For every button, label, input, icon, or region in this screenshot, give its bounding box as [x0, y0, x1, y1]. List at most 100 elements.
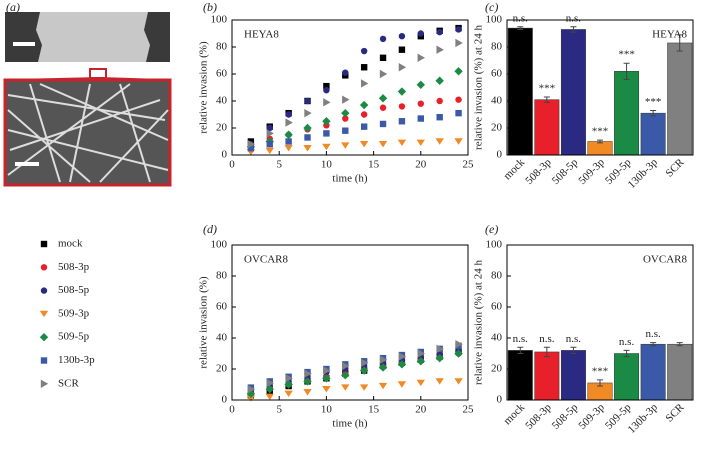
data-point — [285, 111, 292, 118]
data-point — [455, 109, 462, 117]
data-point — [417, 115, 424, 122]
significance-label: n.s. — [566, 333, 582, 345]
data-point — [322, 117, 331, 126]
data-point — [379, 54, 387, 61]
data-point — [303, 145, 312, 152]
data-point — [247, 145, 255, 152]
error-bar — [597, 379, 603, 387]
legend-label: 509-3p — [58, 307, 90, 319]
data-point — [398, 46, 406, 53]
error-bar — [676, 34, 683, 52]
data-point — [397, 87, 407, 96]
x-axis-label: time (h) — [332, 173, 367, 185]
y-tick-label: 80 — [491, 270, 503, 282]
x-tick-label: 15 — [368, 159, 380, 171]
panel-label: (b) — [203, 0, 217, 14]
x-tick-label: 130b-3p — [626, 156, 661, 191]
error-bar — [517, 346, 524, 354]
data-point — [342, 127, 349, 134]
error-bar — [623, 62, 630, 80]
data-point — [416, 357, 425, 366]
data-point — [285, 138, 292, 145]
bar — [560, 350, 586, 401]
data-point — [266, 124, 273, 132]
data-point — [398, 103, 406, 110]
significance-label: n.s. — [619, 336, 635, 348]
y-tick-label: 60 — [491, 68, 503, 80]
error-bar — [623, 349, 630, 358]
error-bar — [543, 346, 550, 358]
data-point — [285, 118, 293, 127]
bar — [507, 27, 533, 156]
data-point — [379, 355, 388, 364]
data-point — [359, 100, 369, 110]
x-tick-label: 0 — [229, 404, 235, 416]
data-point — [378, 141, 388, 148]
error-bar — [650, 342, 657, 347]
error-bar — [570, 26, 577, 33]
y-tick-label: 40 — [491, 95, 503, 107]
data-point — [378, 363, 388, 372]
data-point — [265, 147, 274, 155]
y-tick-label: 0 — [222, 394, 228, 406]
data-point — [378, 382, 388, 390]
inset-title: HEYA8 — [244, 29, 279, 41]
data-point — [284, 380, 293, 389]
x-tick-label: 508-5p — [550, 401, 581, 432]
y-tick-label: 80 — [216, 270, 228, 282]
error-bar — [543, 96, 550, 103]
data-point — [322, 143, 331, 151]
error-bar — [597, 139, 603, 144]
data-point — [417, 100, 424, 107]
data-point — [397, 360, 407, 369]
significance-label: n.s. — [513, 333, 529, 345]
legend-label: 509-5p — [58, 331, 90, 343]
scale-bar — [15, 162, 39, 166]
data-point — [323, 366, 331, 375]
y-tick-label: 60 — [216, 301, 228, 313]
data-point — [436, 97, 443, 105]
data-point — [398, 118, 406, 125]
error-bar — [517, 26, 524, 30]
x-tick-label: 509-3p — [576, 401, 607, 432]
data-point — [304, 369, 312, 378]
data-point — [455, 96, 462, 103]
data-point — [266, 378, 274, 388]
significance-label: *** — [592, 365, 609, 377]
data-point — [378, 94, 388, 103]
data-point — [341, 142, 350, 149]
bar — [640, 343, 666, 401]
data-point — [323, 130, 330, 137]
data-point — [266, 129, 274, 138]
data-point — [359, 141, 369, 148]
data-point — [417, 30, 424, 37]
data-point — [304, 134, 311, 141]
legend-label: SCR — [58, 377, 79, 389]
panel-label: (a) — [6, 0, 20, 14]
legend-label: mock — [58, 238, 83, 250]
data-point — [416, 80, 425, 89]
data-point — [246, 395, 256, 402]
x-tick-label: 5 — [276, 159, 282, 171]
x-tick-label: 10 — [321, 159, 333, 171]
data-point — [360, 79, 369, 88]
data-point — [265, 393, 274, 401]
y-tick-label: 0 — [222, 149, 228, 161]
y-tick-label: 20 — [491, 122, 503, 134]
legend-marker — [39, 333, 49, 342]
data-point — [341, 371, 350, 380]
x-tick-label: 20 — [415, 159, 427, 171]
data-point — [379, 69, 388, 79]
legend-marker — [40, 287, 48, 294]
data-point — [323, 98, 331, 107]
data-point — [416, 139, 425, 147]
legend-label: 130b-3p — [58, 354, 95, 366]
data-point — [397, 381, 407, 388]
data-point — [436, 45, 444, 54]
data-point — [455, 26, 462, 33]
bar — [667, 42, 693, 156]
x-tick-label: 15 — [368, 404, 380, 416]
data-point — [359, 366, 369, 375]
bar — [534, 351, 560, 401]
data-point — [379, 35, 387, 43]
